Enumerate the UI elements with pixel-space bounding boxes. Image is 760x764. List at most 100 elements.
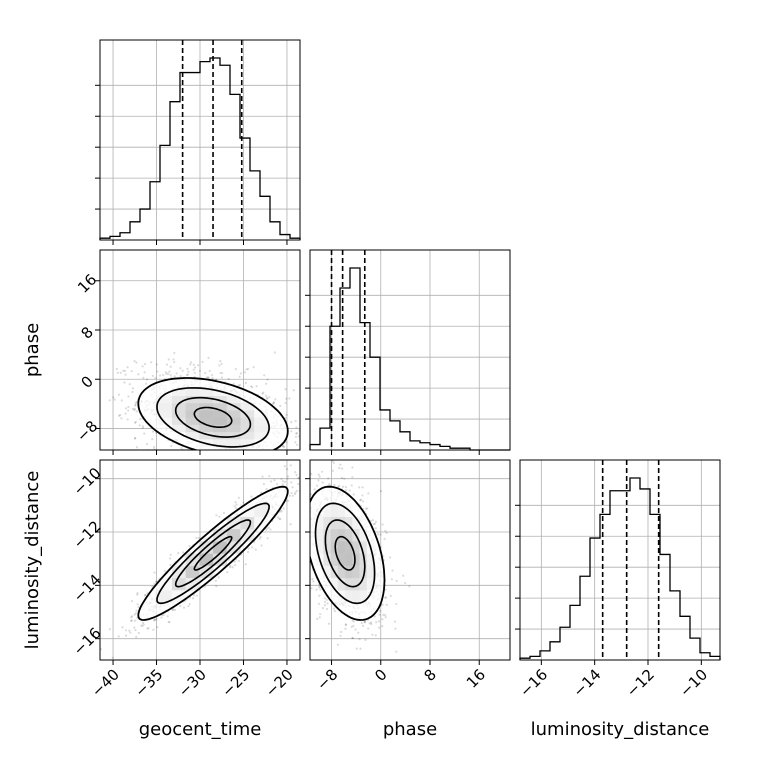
- scatter-point: [360, 621, 363, 625]
- scatter-point: [145, 378, 149, 381]
- scatter-point: [352, 493, 355, 496]
- scatter-point: [265, 487, 268, 491]
- histogram-step-luminosity_distance: [519, 477, 721, 660]
- scatter-point: [186, 457, 188, 459]
- scatter-point: [303, 463, 305, 465]
- scatter-point: [280, 510, 283, 513]
- contour-inner-2: [314, 502, 376, 605]
- x-tick-label: 0: [371, 666, 390, 685]
- scatter-point: [130, 615, 134, 618]
- scatter-point: [202, 452, 204, 454]
- scatter-point: [319, 464, 321, 466]
- scatter-point: [293, 578, 295, 580]
- scatter-point: [208, 456, 210, 458]
- scatter-point: [268, 396, 271, 399]
- scatter-point: [344, 627, 347, 630]
- scatter-point: [395, 650, 398, 653]
- scatter-point: [165, 363, 169, 366]
- scatter-point: [127, 409, 130, 412]
- scatter-point: [215, 585, 218, 588]
- scatter-point: [151, 438, 154, 441]
- scatter-point: [137, 373, 140, 376]
- scatter-point: [131, 387, 135, 390]
- scatter-point: [383, 537, 386, 540]
- y-tick-label: −10: [70, 464, 105, 499]
- histogram-step-phase: [309, 267, 510, 451]
- scatter-point: [133, 619, 137, 622]
- scatter-point: [338, 466, 341, 470]
- scatter-point: [290, 430, 293, 433]
- scatter-point: [117, 414, 121, 417]
- scatter-point: [100, 648, 103, 651]
- scatter-point: [379, 533, 382, 536]
- scatter-point: [351, 466, 354, 469]
- scatter-point: [189, 451, 191, 453]
- scatter-point: [137, 631, 140, 634]
- scatter-point: [331, 469, 334, 472]
- scatter-point: [301, 489, 303, 491]
- scatter-point: [389, 556, 392, 559]
- scatter-point: [319, 588, 322, 591]
- scatter-point: [227, 454, 229, 456]
- scatter-point: [246, 550, 250, 554]
- scatter-point: [307, 546, 309, 548]
- scatter-point: [284, 388, 287, 391]
- scatter-point: [301, 523, 303, 525]
- scatter-point: [340, 630, 343, 634]
- scatter-point: [153, 571, 156, 574]
- histogram-border-luminosity_distance: [519, 459, 721, 661]
- scatter-point: [108, 628, 111, 631]
- scatter-point: [284, 416, 287, 419]
- scatter-point: [207, 376, 210, 380]
- scatter-point: [290, 492, 293, 495]
- scatter-point: [296, 443, 299, 446]
- scatter-point: [369, 621, 373, 624]
- scatter-point: [325, 598, 328, 601]
- scatter-point: [260, 544, 263, 547]
- scatter-point: [384, 596, 387, 599]
- scatter-point: [273, 549, 275, 551]
- scatter-point: [265, 394, 268, 397]
- scatter-point: [310, 587, 313, 590]
- scatter-point: [266, 397, 269, 400]
- scatter-point: [374, 527, 377, 530]
- scatter-point: [134, 420, 137, 424]
- scatter-point: [285, 397, 288, 400]
- contour-inner-1: [324, 519, 366, 588]
- scatter-point: [193, 484, 195, 486]
- scatter-point: [237, 463, 239, 465]
- scatter-point: [316, 456, 318, 458]
- scatter-point: [304, 499, 306, 501]
- y-tick-label: 0: [77, 372, 96, 391]
- x-tick-label: −25: [218, 666, 253, 701]
- contour-inner-1: [174, 396, 252, 438]
- scatter-point: [169, 553, 172, 556]
- scatter-point: [255, 385, 258, 388]
- scatter-point: [136, 593, 139, 596]
- scatter-point: [315, 588, 318, 591]
- scatter-point: [284, 401, 287, 405]
- scatter-point: [295, 484, 297, 486]
- x-axis-label-geocent_time: geocent_time: [139, 719, 262, 740]
- scatter-point: [332, 461, 335, 464]
- scatter-point: [170, 376, 173, 379]
- scatter-point: [266, 461, 268, 463]
- scatter-point: [304, 472, 306, 474]
- scatter-point: [296, 590, 298, 592]
- scatter-point: [195, 536, 198, 539]
- scatter-point: [234, 563, 237, 567]
- scatter-point: [344, 623, 347, 626]
- scatter-point: [293, 538, 295, 540]
- scatter-point: [323, 600, 327, 604]
- scatter-point: [205, 376, 208, 379]
- scatter-point: [201, 360, 204, 363]
- scatter-point: [351, 475, 354, 479]
- scatter-point: [310, 473, 313, 476]
- scatter-point: [101, 667, 103, 669]
- scatter-point: [374, 520, 377, 523]
- y-tick-label: 8: [77, 323, 96, 342]
- scatter-point: [381, 523, 384, 526]
- scatter-point: [343, 477, 346, 480]
- scatter-point: [316, 617, 319, 620]
